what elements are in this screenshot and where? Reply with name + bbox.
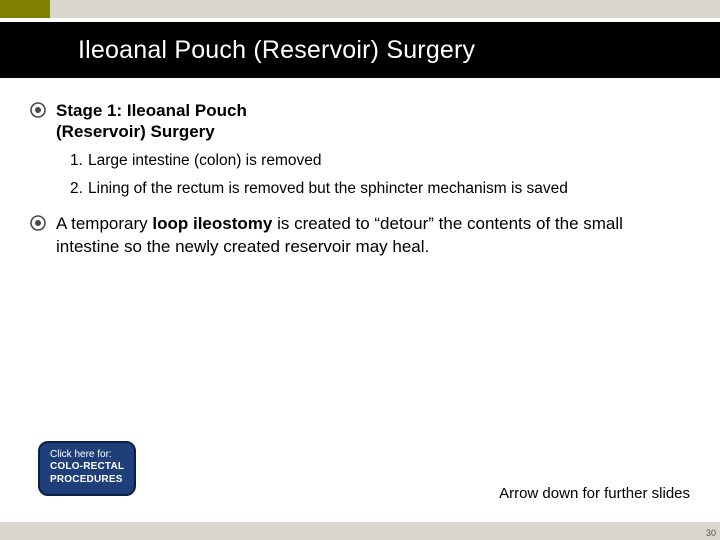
slide-title: Ileoanal Pouch (Reservoir) Surgery [78, 36, 475, 65]
numbered-list: 1.Large intestine (colon) is removed 2.L… [70, 151, 690, 199]
list-item: 2.Lining of the rectum is removed but th… [70, 179, 690, 199]
list-item-text: Lining of the rectum is removed but the … [88, 180, 568, 197]
list-item: 1.Large intestine (colon) is removed [70, 151, 690, 171]
colo-rectal-procedures-button[interactable]: Click here for: COLO-RECTAL PROCEDURES [38, 441, 136, 497]
cta-line3: PROCEDURES [50, 474, 124, 487]
cta-line2: COLO-RECTAL [50, 461, 124, 474]
arrow-down-note: Arrow down for further slides [499, 485, 690, 502]
page-number: 30 [706, 528, 716, 538]
title-band: Ileoanal Pouch (Reservoir) Surgery [0, 22, 720, 78]
list-item-text: Large intestine (colon) is removed [88, 152, 321, 169]
bullet-text: Stage 1: Ileoanal Pouch (Reservoir) Surg… [56, 100, 316, 143]
bullet-item: A temporary loop ileostomy is created to… [30, 213, 690, 259]
target-bullet-icon [30, 102, 46, 118]
top-accent-grey [50, 0, 720, 18]
bullet-text: A temporary loop ileostomy is created to… [56, 213, 690, 259]
top-accent-olive [0, 0, 50, 18]
target-bullet-icon [30, 215, 46, 231]
content-area: Stage 1: Ileoanal Pouch (Reservoir) Surg… [30, 100, 690, 267]
cta-line1: Click here for: [50, 449, 124, 462]
top-accent-bar [0, 0, 720, 18]
bottom-accent-bar: 30 [0, 522, 720, 540]
bullet-item: Stage 1: Ileoanal Pouch (Reservoir) Surg… [30, 100, 690, 143]
